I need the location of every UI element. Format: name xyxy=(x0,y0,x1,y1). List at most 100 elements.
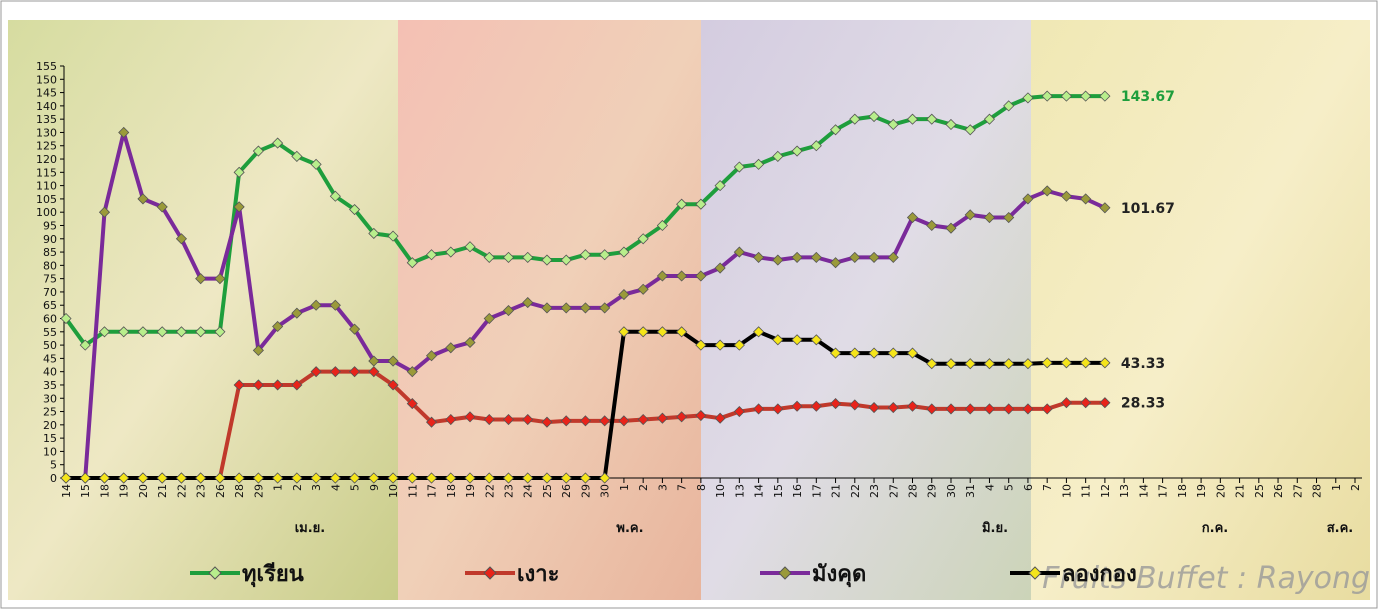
marker xyxy=(233,379,245,391)
x-tick-label: 26 xyxy=(214,484,227,498)
marker xyxy=(579,472,592,484)
marker xyxy=(791,334,803,346)
marker xyxy=(406,257,418,269)
marker xyxy=(118,472,130,484)
marker xyxy=(445,246,457,258)
marker xyxy=(926,403,938,415)
marker xyxy=(560,302,572,314)
x-tick-label: 18 xyxy=(1176,484,1189,498)
marker xyxy=(868,110,880,123)
x-tick-label: 10 xyxy=(387,484,400,498)
y-tick-label: 75 xyxy=(43,273,57,286)
marker xyxy=(368,366,380,378)
marker xyxy=(368,227,380,240)
marker xyxy=(541,472,553,484)
marker xyxy=(156,326,168,338)
y-tick-label: 30 xyxy=(43,392,57,405)
marker xyxy=(983,358,996,370)
x-tick-label: 21 xyxy=(1234,484,1247,498)
marker xyxy=(868,251,880,263)
x-tick-label: 20 xyxy=(137,484,150,498)
marker xyxy=(849,399,861,411)
y-tick-label: 90 xyxy=(43,233,57,246)
marker xyxy=(1003,403,1015,415)
marker xyxy=(849,347,861,359)
marker xyxy=(195,273,207,285)
marker xyxy=(272,320,284,333)
month-label: ก.ค. xyxy=(1202,521,1228,536)
marker xyxy=(829,398,842,410)
x-tick-label: 28 xyxy=(233,484,246,498)
marker xyxy=(772,150,784,162)
marker xyxy=(541,302,553,314)
marker xyxy=(733,339,745,351)
marker xyxy=(791,400,803,412)
marker xyxy=(887,401,899,414)
marker xyxy=(349,203,361,216)
x-tick-label: 30 xyxy=(945,484,958,498)
marker xyxy=(349,472,361,484)
marker xyxy=(733,246,745,258)
marker xyxy=(714,412,726,424)
y-tick-label: 135 xyxy=(36,113,57,126)
marker xyxy=(560,415,572,427)
y-tick-label: 140 xyxy=(36,100,57,113)
marker xyxy=(425,249,438,261)
x-tick-label: 12 xyxy=(1099,484,1112,498)
marker xyxy=(349,323,361,335)
month-label: มิ.ย. xyxy=(982,521,1008,536)
marker xyxy=(887,118,899,131)
marker xyxy=(329,366,341,378)
marker xyxy=(983,113,996,125)
marker xyxy=(233,472,245,484)
marker xyxy=(137,472,149,484)
x-tick-label: 15 xyxy=(79,484,92,498)
marker xyxy=(599,249,611,261)
marker xyxy=(445,413,457,426)
x-tick-label: 17 xyxy=(1157,484,1170,498)
marker xyxy=(868,401,880,414)
marker xyxy=(906,347,919,359)
legend-label: ลองกอง xyxy=(1062,562,1137,587)
marker xyxy=(214,472,226,484)
x-tick-label: 18 xyxy=(445,484,458,498)
marker xyxy=(579,249,592,261)
marker xyxy=(175,326,187,338)
bg-mangosteen xyxy=(701,20,1031,600)
x-tick-label: 19 xyxy=(1195,484,1208,498)
x-tick-label: 18 xyxy=(98,484,111,498)
legend-marker xyxy=(778,566,792,580)
marker xyxy=(1041,357,1053,369)
marker xyxy=(1022,193,1034,205)
legend-label: ทุเรียน xyxy=(242,562,304,588)
marker xyxy=(445,472,457,484)
marker xyxy=(676,411,688,423)
marker xyxy=(772,254,784,266)
x-tick-label: 25 xyxy=(541,484,554,498)
legend-marker xyxy=(1028,566,1042,580)
marker xyxy=(310,366,322,378)
marker xyxy=(1099,90,1111,102)
marker xyxy=(1003,211,1015,224)
marker xyxy=(175,472,187,484)
marker xyxy=(656,219,668,232)
y-tick-label: 70 xyxy=(43,286,57,299)
marker xyxy=(156,472,168,484)
marker xyxy=(1060,190,1072,202)
month-label: ส.ค. xyxy=(1327,521,1354,536)
marker xyxy=(291,307,303,319)
x-tick-label: 7 xyxy=(676,484,689,491)
marker xyxy=(464,336,476,349)
y-tick-label: 115 xyxy=(36,166,57,179)
x-tick-label: 22 xyxy=(175,484,188,498)
x-tick-label: 19 xyxy=(118,484,131,498)
y-tick-label: 5 xyxy=(50,459,57,472)
x-tick-label: 3 xyxy=(656,484,669,491)
marker xyxy=(368,472,380,484)
marker xyxy=(252,472,264,484)
marker xyxy=(60,472,72,484)
marker xyxy=(945,358,957,370)
x-tick-label: 13 xyxy=(1118,484,1131,498)
marker xyxy=(926,113,938,125)
y-tick-label: 15 xyxy=(43,432,57,445)
